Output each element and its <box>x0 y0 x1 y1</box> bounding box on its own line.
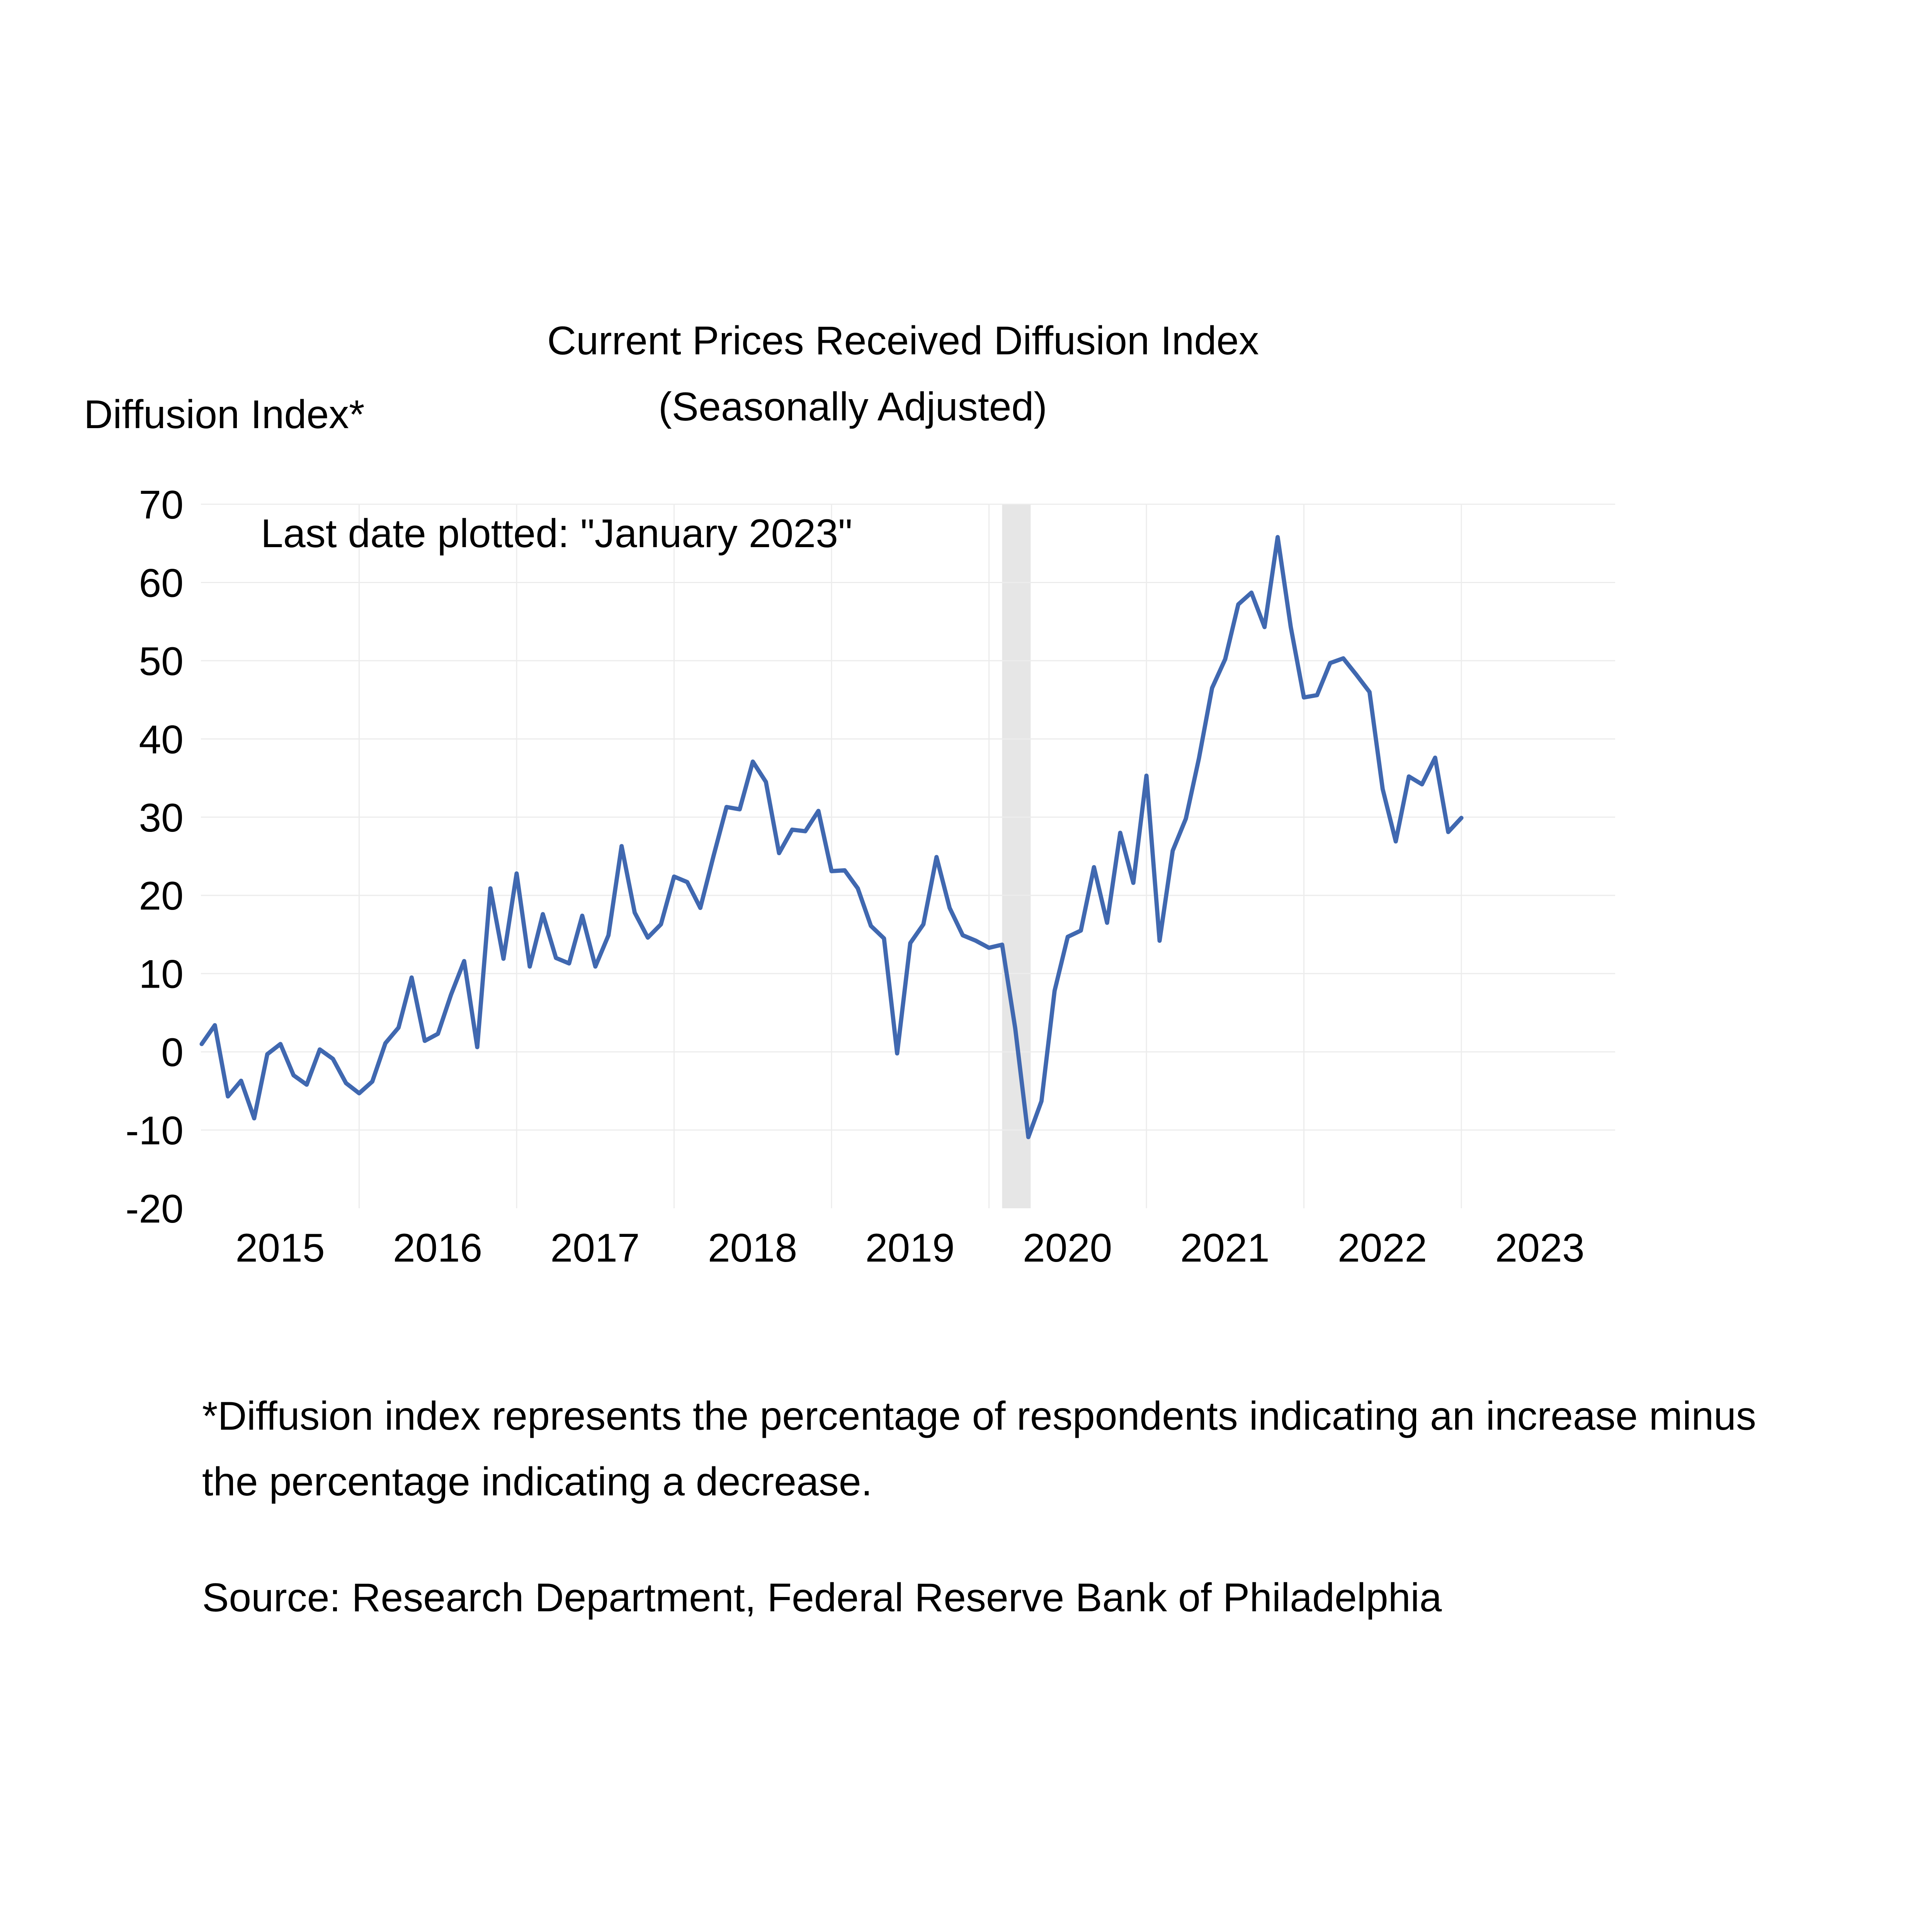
y-tick-label: -20 <box>126 1187 184 1231</box>
x-tick-label: 2015 <box>235 1226 325 1270</box>
gridlines <box>201 503 1615 1208</box>
x-tick-label: 2022 <box>1338 1226 1427 1270</box>
footnote-definition-line2: the percentage indicating a decrease. <box>202 1459 872 1504</box>
chart-title: Current Prices Received Diffusion Index <box>547 318 1259 363</box>
footnote-definition-line1: *Diffusion index represents the percenta… <box>202 1394 1756 1439</box>
last-date-annotation: Last date plotted: "January 2023" <box>261 511 852 556</box>
y-tick-label: 10 <box>139 952 184 997</box>
y-tick-label: 30 <box>139 796 184 840</box>
series-layer <box>199 535 1464 1139</box>
x-tick-label: 2018 <box>708 1226 797 1270</box>
y-tick-label: -10 <box>126 1109 184 1153</box>
source-note: Source: Research Department, Federal Res… <box>202 1575 1442 1620</box>
chart-subtitle: (Seasonally Adjusted) <box>658 384 1047 429</box>
x-tick-label: 2020 <box>1023 1226 1112 1270</box>
y-tick-label: 40 <box>139 717 184 762</box>
x-tick-label: 2017 <box>550 1226 639 1270</box>
y-tick-label: 0 <box>161 1030 184 1075</box>
y-tick-label: 20 <box>139 874 184 918</box>
x-tick-label: 2019 <box>865 1226 954 1270</box>
y-tick-labels: 70 60 50 40 30 20 10 0 -10 -20 <box>126 483 184 1231</box>
x-tick-labels: 2015 2016 2017 2018 2019 2020 2021 2022 2023 <box>235 1226 1584 1270</box>
y-tick-label: 50 <box>139 639 184 684</box>
x-tick-label: 2016 <box>393 1226 482 1270</box>
recession-shading <box>1002 504 1031 1208</box>
y-tick-label: 60 <box>139 561 184 605</box>
chart: Current Prices Received Diffusion Index … <box>84 318 1615 1270</box>
x-tick-label: 2023 <box>1495 1226 1584 1270</box>
y-axis-label: Diffusion Index* <box>84 392 365 437</box>
x-tick-label: 2021 <box>1180 1226 1269 1270</box>
recession-shading-layer <box>1002 504 1031 1208</box>
footnote-definition: *Diffusion index represents the percenta… <box>202 1383 1864 1515</box>
y-tick-label: 70 <box>139 483 184 527</box>
series-line <box>199 535 1464 1139</box>
